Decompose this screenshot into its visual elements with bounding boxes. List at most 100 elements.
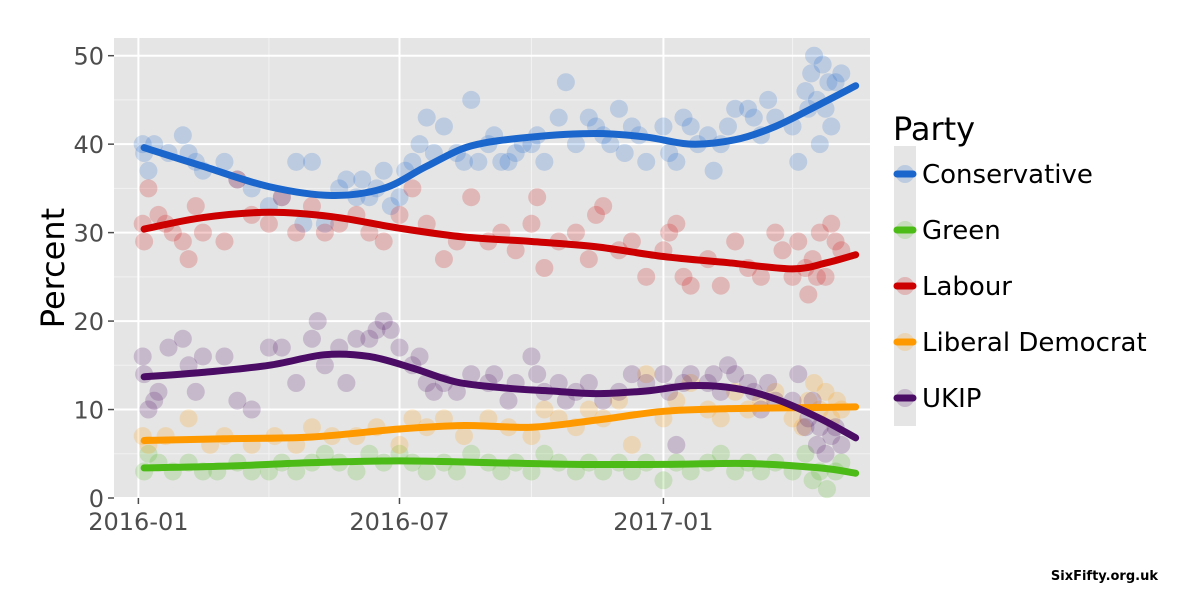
point-ukip (485, 365, 504, 384)
y-tick-label: 10 (73, 397, 104, 425)
trend-green (140, 457, 860, 477)
point-ukip (381, 320, 400, 339)
point-labour (287, 223, 306, 242)
y-tick-label: 50 (73, 43, 104, 71)
point-ukip (704, 365, 723, 384)
point-green (817, 480, 836, 499)
trend-lines (140, 82, 860, 477)
point-labour (139, 179, 158, 198)
point-labour (667, 214, 686, 233)
point-ukip (308, 312, 327, 331)
point-green (535, 444, 554, 463)
point-labour (789, 232, 808, 251)
point-conservative (667, 152, 686, 171)
point-conservative (674, 108, 693, 127)
point-ukip (654, 365, 673, 384)
point-conservative (556, 73, 575, 92)
point-liberal-democrat (179, 409, 198, 428)
point-ukip (228, 391, 247, 410)
point-ukip (374, 312, 393, 331)
point-labour (315, 223, 334, 242)
point-ukip (499, 391, 518, 410)
point-conservative (492, 152, 511, 171)
point-green (417, 462, 436, 481)
point-conservative (813, 55, 832, 74)
point-labour (259, 214, 278, 233)
point-labour (783, 267, 802, 286)
point-labour (637, 267, 656, 286)
point-green (315, 444, 334, 463)
legend: Party Conservative Green Labour Liberal Dem… (893, 110, 1147, 426)
point-conservative (566, 135, 585, 154)
point-ukip (447, 382, 466, 401)
point-conservative (390, 188, 409, 207)
trend-liberal-democrat (140, 403, 860, 444)
x-axis: 2016-01 2016-07 2017-01 (88, 498, 714, 536)
point-conservative (215, 152, 234, 171)
point-ukip (347, 329, 366, 348)
point-conservative (726, 99, 745, 118)
point-labour (579, 250, 598, 269)
point-conservative (654, 117, 673, 136)
point-ukip (242, 400, 261, 419)
point-ukip (759, 374, 778, 392)
point-labour (179, 250, 198, 269)
point-ukip (133, 347, 152, 366)
point-liberal-democrat (805, 374, 824, 392)
point-conservative (287, 152, 306, 171)
point-liberal-democrat (390, 435, 409, 454)
point-labour (215, 232, 234, 251)
point-liberal-democrat (302, 418, 321, 437)
point-conservative (822, 117, 841, 136)
point-ukip (796, 418, 815, 437)
point-conservative (622, 117, 641, 136)
point-conservative (410, 135, 429, 154)
point-labour (751, 267, 770, 286)
point-conservative (469, 152, 488, 171)
point-ukip (417, 374, 436, 392)
point-labour (528, 188, 547, 207)
y-axis: 0 10 20 30 40 50 (73, 43, 114, 513)
point-green (447, 462, 466, 481)
point-labour (135, 232, 154, 251)
point-conservative (434, 117, 453, 136)
point-green (803, 471, 822, 490)
point-labour (403, 179, 422, 198)
point-ukip (272, 338, 291, 357)
y-axis-label: Percent (34, 208, 72, 328)
point-liberal-democrat (783, 409, 802, 428)
point-conservative (826, 73, 845, 92)
trend-conservative (140, 82, 860, 199)
x-tick-label: 2017-01 (613, 508, 713, 536)
point-conservative (810, 135, 829, 154)
point-conservative (704, 161, 723, 180)
legend-label-liberal-democrat: Liberal Democrat (922, 328, 1147, 358)
point-green (287, 462, 306, 481)
point-conservative (403, 152, 422, 171)
point-labour (826, 232, 845, 251)
point-green (139, 444, 158, 463)
point-ukip (816, 444, 835, 463)
point-labour (566, 223, 585, 242)
point-liberal-democrat (622, 435, 641, 454)
point-conservative (601, 135, 620, 154)
y-tick-label: 0 (89, 485, 104, 513)
point-conservative (455, 152, 474, 171)
point-ukip (807, 435, 826, 454)
point-ukip (622, 365, 641, 384)
point-liberal-democrat (637, 365, 656, 384)
point-conservative (462, 90, 481, 109)
point-ukip (579, 374, 598, 392)
point-conservative (535, 152, 554, 171)
point-ukip (259, 338, 278, 357)
point-ukip (410, 347, 429, 366)
point-ukip (789, 365, 808, 384)
point-labour (149, 205, 168, 224)
point-ukip (822, 427, 841, 446)
y-tick-label: 20 (73, 308, 104, 336)
point-liberal-democrat (579, 400, 598, 419)
point-ukip (215, 347, 234, 366)
point-conservative (549, 108, 568, 127)
point-ukip (528, 365, 547, 384)
point-labour (726, 232, 745, 251)
